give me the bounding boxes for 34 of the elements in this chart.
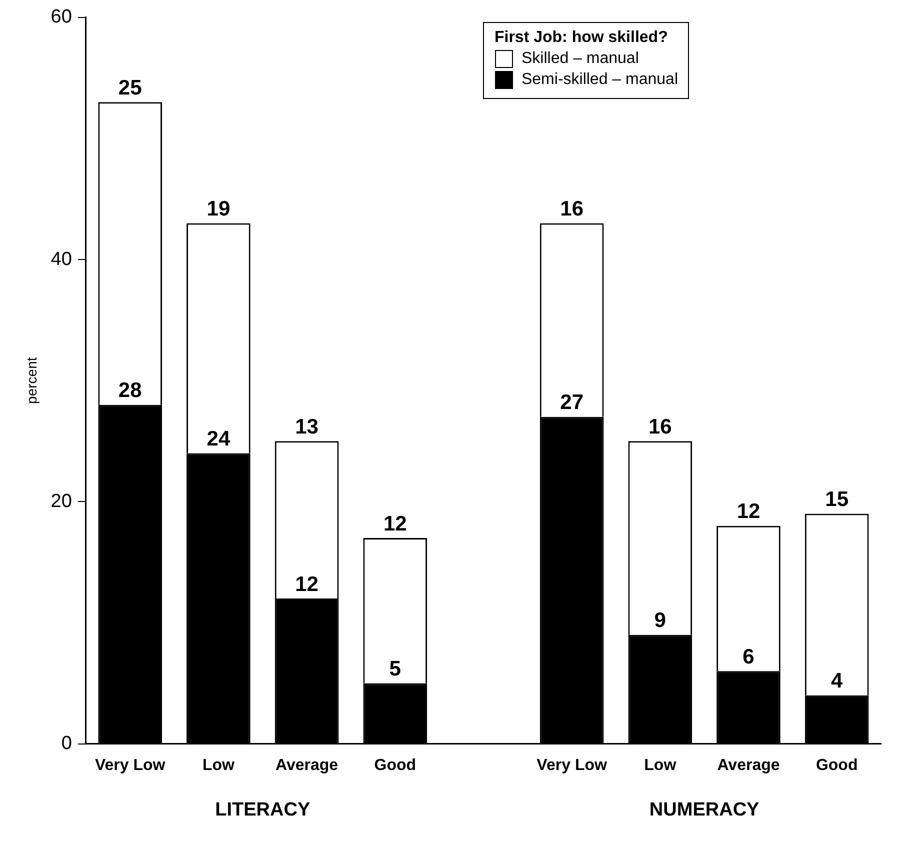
x-tick-label: Very Low xyxy=(536,756,608,774)
y-axis-title: percent xyxy=(23,357,40,404)
data-label: 28 xyxy=(118,379,142,402)
data-label: 5 xyxy=(389,658,402,681)
legend-title: First Job: how skilled? xyxy=(494,29,669,47)
data-label: 27 xyxy=(560,391,584,414)
x-tick-label: Average xyxy=(717,756,780,774)
data-label: 25 xyxy=(118,76,142,100)
data-label: 12 xyxy=(295,572,318,596)
y-tick-label: 20 xyxy=(50,490,72,512)
y-tick-label: 60 xyxy=(50,6,72,28)
data-label: 24 xyxy=(206,428,230,451)
x-tick-label: Low xyxy=(202,756,235,774)
x-tick-label: Very Low xyxy=(94,756,166,774)
data-label: 15 xyxy=(825,488,849,512)
data-label: 16 xyxy=(560,198,584,221)
data-label: 19 xyxy=(206,198,230,221)
y-tick-label: 0 xyxy=(61,733,72,754)
data-label: 13 xyxy=(295,415,318,438)
legend-label: Skilled – manual xyxy=(521,50,639,68)
text: LITERACY xyxy=(215,800,310,821)
data-label: 12 xyxy=(736,500,760,524)
x-tick-label: Good xyxy=(816,756,858,774)
legend-label: Semi-skilled – manual xyxy=(521,71,678,89)
data-label: 9 xyxy=(654,609,666,632)
y-tick-label: 40 xyxy=(50,248,72,270)
text: NUMERACY xyxy=(649,800,760,821)
x-tick-label: Average xyxy=(276,756,338,774)
data-label: 6 xyxy=(742,645,754,668)
data-label: 16 xyxy=(648,415,672,438)
x-tick-label: Low xyxy=(644,756,677,774)
data-label: 4 xyxy=(830,670,843,693)
x-tick-label: Good xyxy=(374,756,416,774)
data-label: 12 xyxy=(383,512,407,536)
